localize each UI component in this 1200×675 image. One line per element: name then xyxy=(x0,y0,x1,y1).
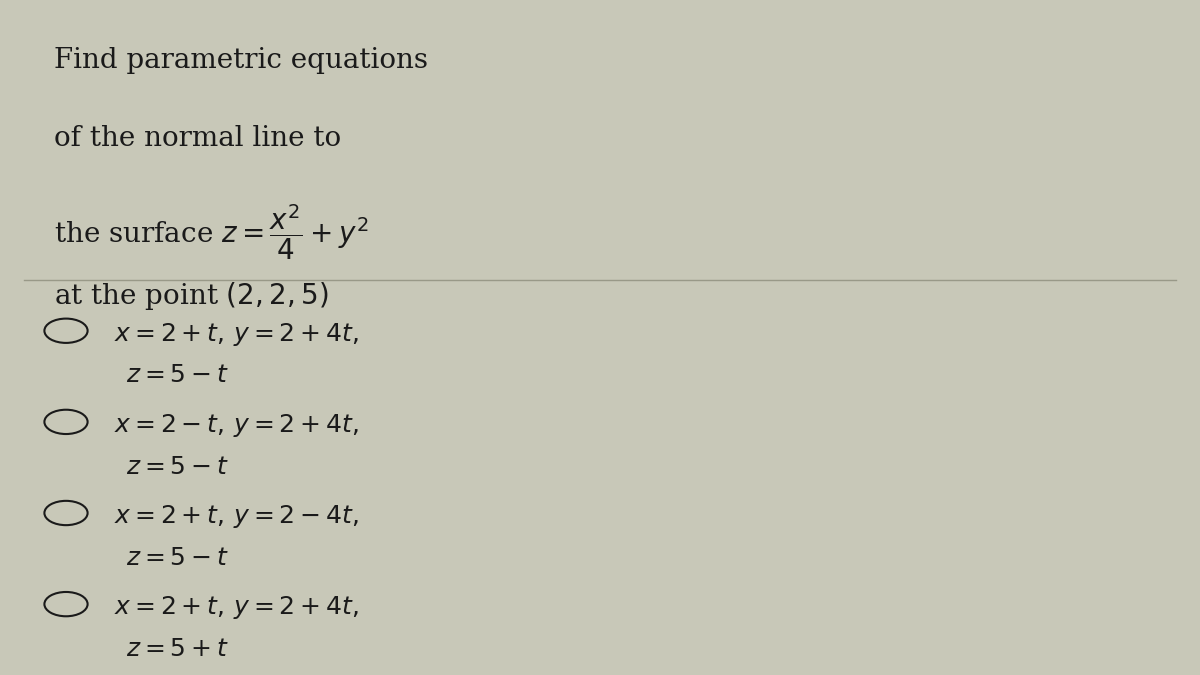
Text: $x = 2 + t,\, y = 2 + 4t,$: $x = 2 + t,\, y = 2 + 4t,$ xyxy=(114,594,359,621)
Text: the surface $z = \dfrac{x^2}{4} + y^2$: the surface $z = \dfrac{x^2}{4} + y^2$ xyxy=(54,202,368,262)
Text: $z = 5 - t$: $z = 5 - t$ xyxy=(126,547,229,570)
Text: $z = 5 + t$: $z = 5 + t$ xyxy=(126,638,229,661)
Text: $x = 2 + t,\, y = 2 + 4t,$: $x = 2 + t,\, y = 2 + 4t,$ xyxy=(114,321,359,348)
Text: of the normal line to: of the normal line to xyxy=(54,125,341,152)
Text: $z = 5 - t$: $z = 5 - t$ xyxy=(126,456,229,479)
Text: Find parametric equations: Find parametric equations xyxy=(54,47,428,74)
Text: $x = 2 + t,\, y = 2 - 4t,$: $x = 2 + t,\, y = 2 - 4t,$ xyxy=(114,503,359,530)
Text: $z = 5 - t$: $z = 5 - t$ xyxy=(126,364,229,387)
Text: at the point $(2, 2, 5)$: at the point $(2, 2, 5)$ xyxy=(54,280,329,312)
Text: $x = 2 - t,\, y = 2 + 4t,$: $x = 2 - t,\, y = 2 + 4t,$ xyxy=(114,412,359,439)
